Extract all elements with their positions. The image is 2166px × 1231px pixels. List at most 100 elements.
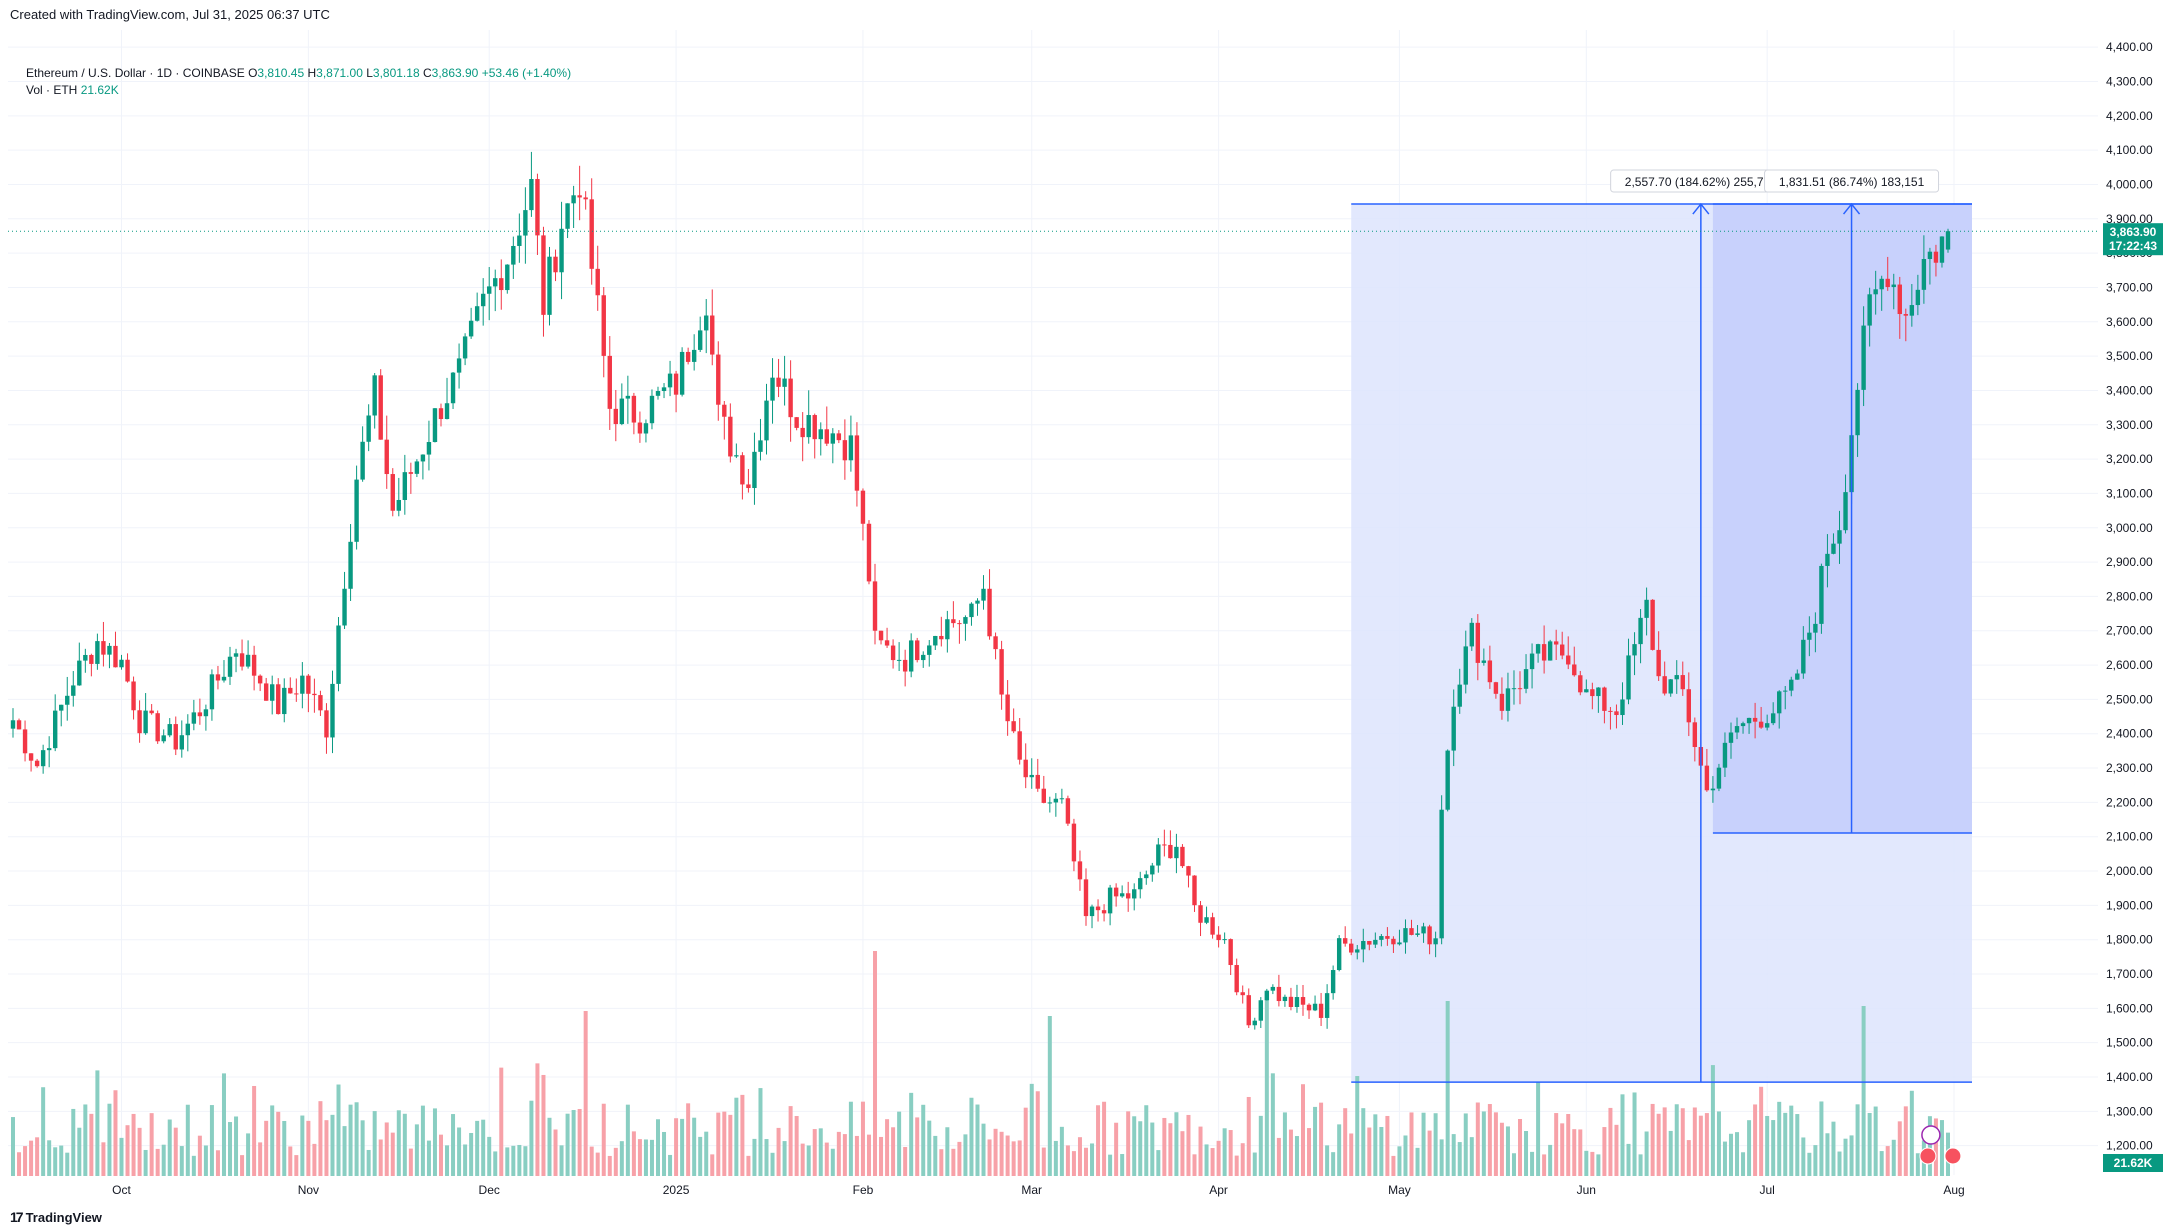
volume-bar — [1216, 1140, 1221, 1176]
candle-body — [282, 687, 287, 715]
volume-bar — [1391, 1155, 1396, 1176]
volume-bar — [1463, 1113, 1468, 1176]
candle-body — [1240, 992, 1245, 996]
volume-bar — [1662, 1107, 1667, 1176]
volume-bar — [1349, 1133, 1354, 1176]
chart-area[interactable]: 2,557.70 (184.62%) 255,770 1,831.51 (86.7… — [8, 30, 2164, 1212]
volume-bar — [1783, 1112, 1788, 1176]
candle-body — [1035, 774, 1040, 789]
volume-bar — [402, 1113, 407, 1176]
candle-body — [691, 349, 697, 362]
volume-bar — [1294, 1136, 1299, 1176]
candle-body — [1855, 389, 1860, 436]
candle-body — [1728, 732, 1734, 743]
candle-body — [402, 472, 408, 500]
candle-body — [1228, 939, 1233, 966]
candle-body — [1566, 655, 1571, 665]
volume-bar — [330, 1114, 335, 1176]
tradingview-logo[interactable]: 17 TradingView — [10, 1209, 102, 1225]
volume-bar — [384, 1122, 389, 1176]
candle-body — [1397, 942, 1402, 945]
volume-bar — [987, 1139, 992, 1176]
candle-body — [499, 278, 504, 291]
volume-bar — [1903, 1106, 1908, 1176]
candle-body — [113, 645, 118, 668]
candle-body — [173, 724, 178, 750]
candle-body — [306, 675, 311, 694]
volume-bar — [77, 1127, 82, 1176]
candle-body — [1336, 938, 1342, 971]
volume-bar — [17, 1152, 22, 1176]
candle-body — [1168, 844, 1173, 859]
candle-body — [1029, 774, 1034, 778]
volume-bar — [1186, 1114, 1191, 1176]
candle-body — [480, 293, 486, 307]
measure-label: 2,557.70 (184.62%) 255,770 — [1625, 175, 1777, 189]
volume-bar — [228, 1122, 233, 1176]
candle-body — [1132, 889, 1137, 899]
candle-body — [939, 635, 944, 640]
candle-body — [1192, 875, 1197, 906]
volume-bar — [1379, 1127, 1384, 1176]
candle-body — [842, 440, 848, 461]
candle-body — [1156, 844, 1161, 866]
candle-body — [1379, 936, 1384, 940]
candle-body — [770, 377, 775, 401]
volume-bar — [1578, 1129, 1583, 1176]
volume-bar — [674, 1118, 679, 1176]
volume-bar — [1222, 1128, 1227, 1176]
volume-bar — [1156, 1150, 1161, 1176]
volume-bar — [770, 1152, 775, 1176]
volume-bar — [101, 1142, 106, 1176]
candle-body — [734, 455, 739, 457]
candle-body — [1897, 284, 1902, 315]
volume-bar — [1246, 1096, 1251, 1176]
volume-bar — [1548, 1144, 1553, 1176]
candle-body — [1005, 694, 1010, 722]
volume-bar — [1680, 1108, 1685, 1176]
volume-bar — [1626, 1143, 1631, 1176]
volume-bar — [445, 1145, 450, 1176]
price-chart[interactable]: 2,557.70 (184.62%) 255,770 1,831.51 (86.7… — [8, 30, 2164, 1212]
volume-bar — [740, 1094, 745, 1176]
candle-body — [384, 439, 389, 475]
volume-bar — [1355, 1076, 1360, 1176]
volume-bar — [631, 1131, 636, 1176]
candle-body — [951, 619, 956, 624]
volume-bar — [511, 1145, 516, 1176]
volume-bar — [1524, 1130, 1529, 1176]
volume-bar — [35, 1137, 40, 1176]
candle-body — [896, 659, 902, 661]
candle-body — [1222, 939, 1227, 941]
volume-bar — [143, 1149, 148, 1176]
volume-bar — [818, 1128, 823, 1176]
y-tick-label: 2,700.00 — [2106, 624, 2153, 638]
volume-bar — [1861, 1006, 1866, 1176]
candle-body — [1246, 995, 1251, 1026]
candle-body — [1541, 644, 1547, 661]
volume-bar — [1596, 1154, 1601, 1176]
volume-bar — [1234, 1155, 1239, 1176]
volume-bar — [89, 1113, 94, 1176]
volume-bar — [438, 1134, 443, 1176]
candle-body — [1909, 305, 1915, 316]
volume-bar — [1487, 1104, 1492, 1176]
candle-body — [673, 373, 679, 395]
volume-bar — [1710, 1065, 1715, 1176]
volume-bar — [95, 1070, 100, 1176]
y-tick-label: 1,400.00 — [2106, 1070, 2153, 1084]
candle-body — [1125, 893, 1131, 899]
candle-body — [927, 645, 932, 655]
volume-bar — [909, 1092, 914, 1176]
candle-body — [52, 710, 58, 749]
candle-body — [1300, 997, 1306, 1005]
candle-body — [1945, 231, 1951, 250]
legend-o-label: O — [248, 66, 258, 80]
volume-bar — [1288, 1129, 1293, 1176]
symbol-legend[interactable]: Ethereum / U.S. Dollar · 1D · COINBASE O… — [26, 65, 571, 99]
candle-body — [324, 710, 329, 738]
volume-bar — [1741, 1152, 1746, 1176]
legend-row-volume: Vol · ETH 21.62K — [26, 82, 571, 99]
candle-body — [679, 351, 685, 395]
measure-arrow-head — [1842, 202, 1861, 215]
